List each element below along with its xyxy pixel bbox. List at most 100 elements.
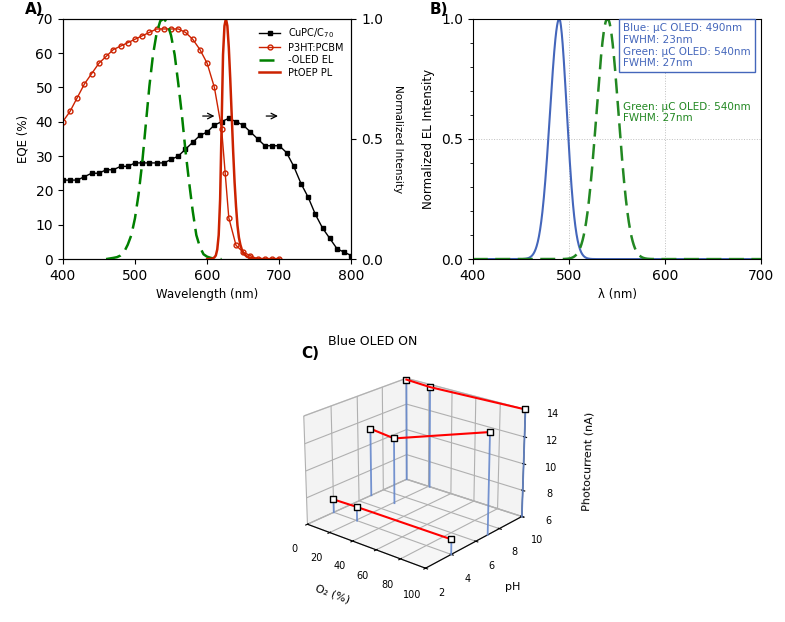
P3HT:PCBM (181, 29, 190, 36)
P3HT:PCBM (101, 53, 111, 60)
-OLED EL (210, 255, 219, 262)
CuPC/C$_{70}$ (108, 166, 118, 174)
CuPC/C$_{70}$ (166, 156, 176, 163)
PtOEP PL (225, 75, 235, 83)
-OLED EL (123, 241, 133, 248)
CuPC/C$_{70}$ (318, 225, 327, 232)
P3HT:PCBM (137, 32, 147, 40)
P3HT:PCBM (260, 256, 269, 263)
PtOEP PL (232, 221, 242, 229)
Text: Green: μC OLED: 540nm
FWHM: 27nm: Green: μC OLED: 540nm FWHM: 27nm (623, 101, 750, 123)
CuPC/C$_{70}$ (282, 149, 291, 156)
P3HT:PCBM (195, 46, 205, 53)
CuPC/C$_{70}$ (210, 121, 219, 129)
-OLED EL (159, 15, 169, 22)
-OLED EL (188, 207, 197, 215)
P3HT:PCBM (246, 252, 255, 259)
CuPC/C$_{70}$ (224, 114, 233, 122)
CuPC/C$_{70}$ (268, 142, 277, 149)
Y-axis label: Normalized Intensity: Normalized Intensity (392, 85, 403, 193)
CuPC/C$_{70}$ (188, 139, 197, 146)
-OLED EL (206, 254, 215, 262)
CuPC/C$_{70}$ (195, 132, 205, 139)
PtOEP PL (234, 234, 243, 241)
-OLED EL (101, 256, 111, 263)
PtOEP PL (246, 254, 255, 262)
CuPC/C$_{70}$ (246, 128, 255, 136)
CuPC/C$_{70}$ (87, 169, 97, 177)
PtOEP PL (237, 246, 246, 253)
PtOEP PL (239, 249, 248, 257)
CuPC/C$_{70}$ (137, 159, 147, 167)
Line: CuPC/C$_{70}$: CuPC/C$_{70}$ (60, 116, 354, 258)
Text: C): C) (301, 346, 319, 361)
Text: Blue OLED ON: Blue OLED ON (328, 335, 418, 348)
CuPC/C$_{70}$ (347, 252, 356, 259)
PtOEP PL (236, 241, 245, 248)
PtOEP PL (275, 256, 284, 263)
PtOEP PL (242, 253, 251, 261)
-OLED EL (134, 190, 144, 198)
Legend: CuPC/C$_{70}$, P3HT:PCBM, -OLED EL, PtOEP PL: CuPC/C$_{70}$, P3HT:PCBM, -OLED EL, PtOE… (256, 24, 347, 80)
CuPC/C$_{70}$ (304, 193, 313, 201)
CuPC/C$_{70}$ (311, 211, 320, 218)
PtOEP PL (210, 254, 219, 261)
PtOEP PL (260, 256, 269, 263)
CuPC/C$_{70}$ (296, 180, 305, 187)
PtOEP PL (217, 123, 226, 131)
-OLED EL (152, 29, 162, 37)
P3HT:PCBM (116, 42, 126, 50)
P3HT:PCBM (275, 256, 284, 263)
PtOEP PL (230, 179, 239, 186)
-OLED EL (148, 51, 158, 58)
-OLED EL (126, 231, 136, 239)
-OLED EL (141, 121, 151, 128)
Text: B): B) (429, 2, 448, 17)
CuPC/C$_{70}$ (130, 159, 140, 167)
PtOEP PL (221, 15, 231, 22)
CuPC/C$_{70}$ (260, 142, 269, 149)
P3HT:PCBM (210, 83, 219, 91)
CuPC/C$_{70}$ (94, 169, 104, 177)
-OLED EL (199, 251, 208, 258)
CuPC/C$_{70}$ (101, 166, 111, 174)
P3HT:PCBM (159, 26, 169, 33)
PtOEP PL (203, 256, 212, 263)
P3HT:PCBM (80, 80, 89, 88)
PtOEP PL (253, 255, 262, 262)
CuPC/C$_{70}$ (152, 159, 162, 167)
-OLED EL (116, 252, 126, 259)
-OLED EL (173, 80, 183, 87)
-OLED EL (137, 159, 147, 167)
P3HT:PCBM (94, 60, 104, 67)
P3HT:PCBM (224, 214, 233, 221)
PtOEP PL (228, 147, 238, 155)
CuPC/C$_{70}$ (232, 118, 241, 126)
P3HT:PCBM (123, 39, 133, 47)
Text: A): A) (25, 2, 44, 17)
Y-axis label: Normalized EL Intensity: Normalized EL Intensity (422, 69, 436, 209)
P3HT:PCBM (130, 35, 140, 43)
-OLED EL (112, 253, 122, 261)
-OLED EL (181, 147, 190, 155)
-OLED EL (170, 51, 180, 58)
CuPC/C$_{70}$ (144, 159, 154, 167)
-OLED EL (177, 111, 187, 119)
PtOEP PL (206, 255, 215, 262)
CuPC/C$_{70}$ (173, 152, 183, 160)
PtOEP PL (208, 254, 217, 262)
PtOEP PL (223, 22, 232, 30)
Y-axis label: EQE (%): EQE (%) (17, 115, 30, 163)
-OLED EL (192, 231, 201, 239)
P3HT:PCBM (72, 94, 82, 101)
P3HT:PCBM (217, 125, 226, 132)
CuPC/C$_{70}$ (275, 142, 284, 149)
-OLED EL (166, 32, 176, 39)
CuPC/C$_{70}$ (65, 177, 75, 184)
CuPC/C$_{70}$ (340, 249, 349, 256)
PtOEP PL (214, 231, 224, 239)
-OLED EL (184, 179, 194, 186)
Line: P3HT:PCBM: P3HT:PCBM (60, 27, 282, 261)
-OLED EL (203, 253, 212, 261)
P3HT:PCBM (253, 256, 262, 263)
